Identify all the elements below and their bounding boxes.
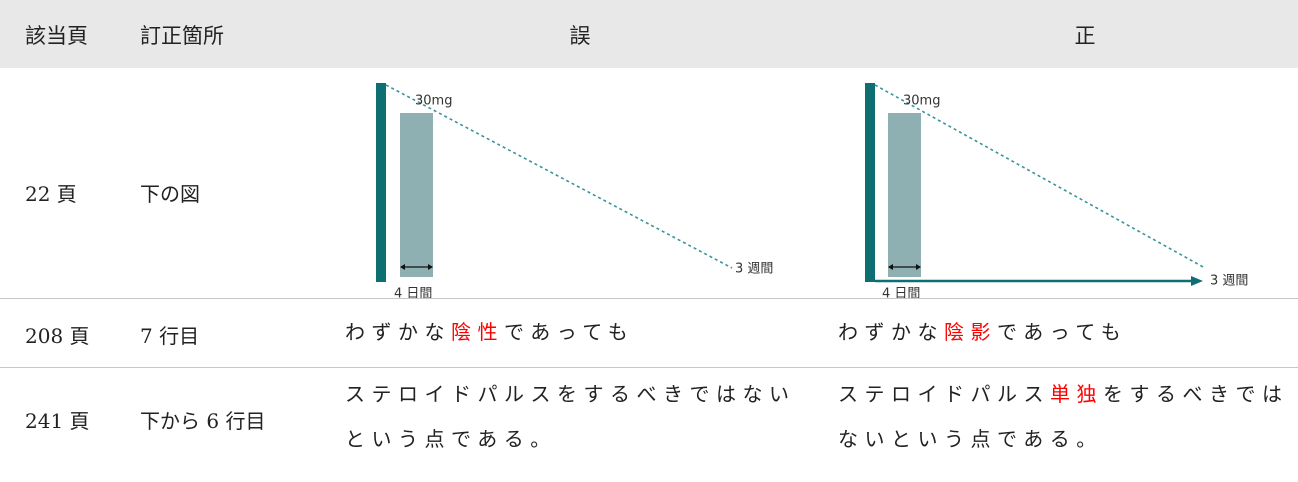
- text-segment: わずかな: [838, 320, 944, 344]
- dose-label: 30mg: [903, 94, 940, 109]
- correct-text: わずかな陰影であっても: [838, 310, 1298, 355]
- text-segment: ステロイドパルスをするべきではないという点である。: [345, 382, 796, 451]
- highlight-text: 陰影: [944, 320, 997, 344]
- wrong-diagram: 30mg 4 日間 3 週間: [376, 83, 773, 302]
- header-cell: 正: [1074, 24, 1096, 48]
- text-segment: であっても: [997, 320, 1128, 344]
- header-cell: 訂正箇所: [140, 24, 224, 48]
- row-separator: [0, 298, 1298, 299]
- correct-diagram: 30mg 4 日間 3 週間: [865, 83, 1248, 302]
- dose-label: 30mg: [415, 94, 452, 109]
- wrong-text: わずかな陰性であっても: [345, 310, 810, 355]
- text-segment: わずかな: [345, 320, 451, 344]
- header-cell: 誤: [569, 24, 591, 48]
- correct-text: ステロイドパルス単独をするべきではないという点である。: [838, 372, 1298, 462]
- dose-bar: [400, 113, 433, 277]
- taper-line: [385, 84, 733, 269]
- text-segment: ステロイドパルス: [838, 382, 1050, 406]
- location-cell: 下から 6 行目: [140, 409, 266, 433]
- page-cell: 241 頁: [25, 409, 90, 433]
- header-row: [0, 0, 1298, 68]
- short-label: 4 日間: [394, 287, 432, 302]
- highlight-text: 陰性: [451, 320, 504, 344]
- axis-bar: [865, 83, 875, 282]
- row-separator: [0, 367, 1298, 368]
- time-arrow-head: [1191, 276, 1203, 286]
- text-segment: であっても: [504, 320, 635, 344]
- short-label: 4 日間: [882, 287, 920, 302]
- axis-bar: [376, 83, 386, 282]
- long-label: 3 週間: [735, 262, 773, 277]
- dose-bar: [888, 113, 921, 277]
- location-cell: 下の図: [140, 182, 200, 206]
- location-cell: 7 行目: [140, 324, 200, 348]
- highlight-text: 単独: [1050, 382, 1103, 406]
- wrong-text: ステロイドパルスをするべきではないという点である。: [345, 372, 810, 462]
- taper-line: [874, 84, 1206, 269]
- header-cell: 該当頁: [25, 24, 88, 48]
- page-cell: 22 頁: [25, 182, 77, 206]
- long-label: 3 週間: [1210, 274, 1248, 289]
- page-cell: 208 頁: [25, 324, 90, 348]
- text-segment: をするべきではないという点である。: [838, 382, 1289, 451]
